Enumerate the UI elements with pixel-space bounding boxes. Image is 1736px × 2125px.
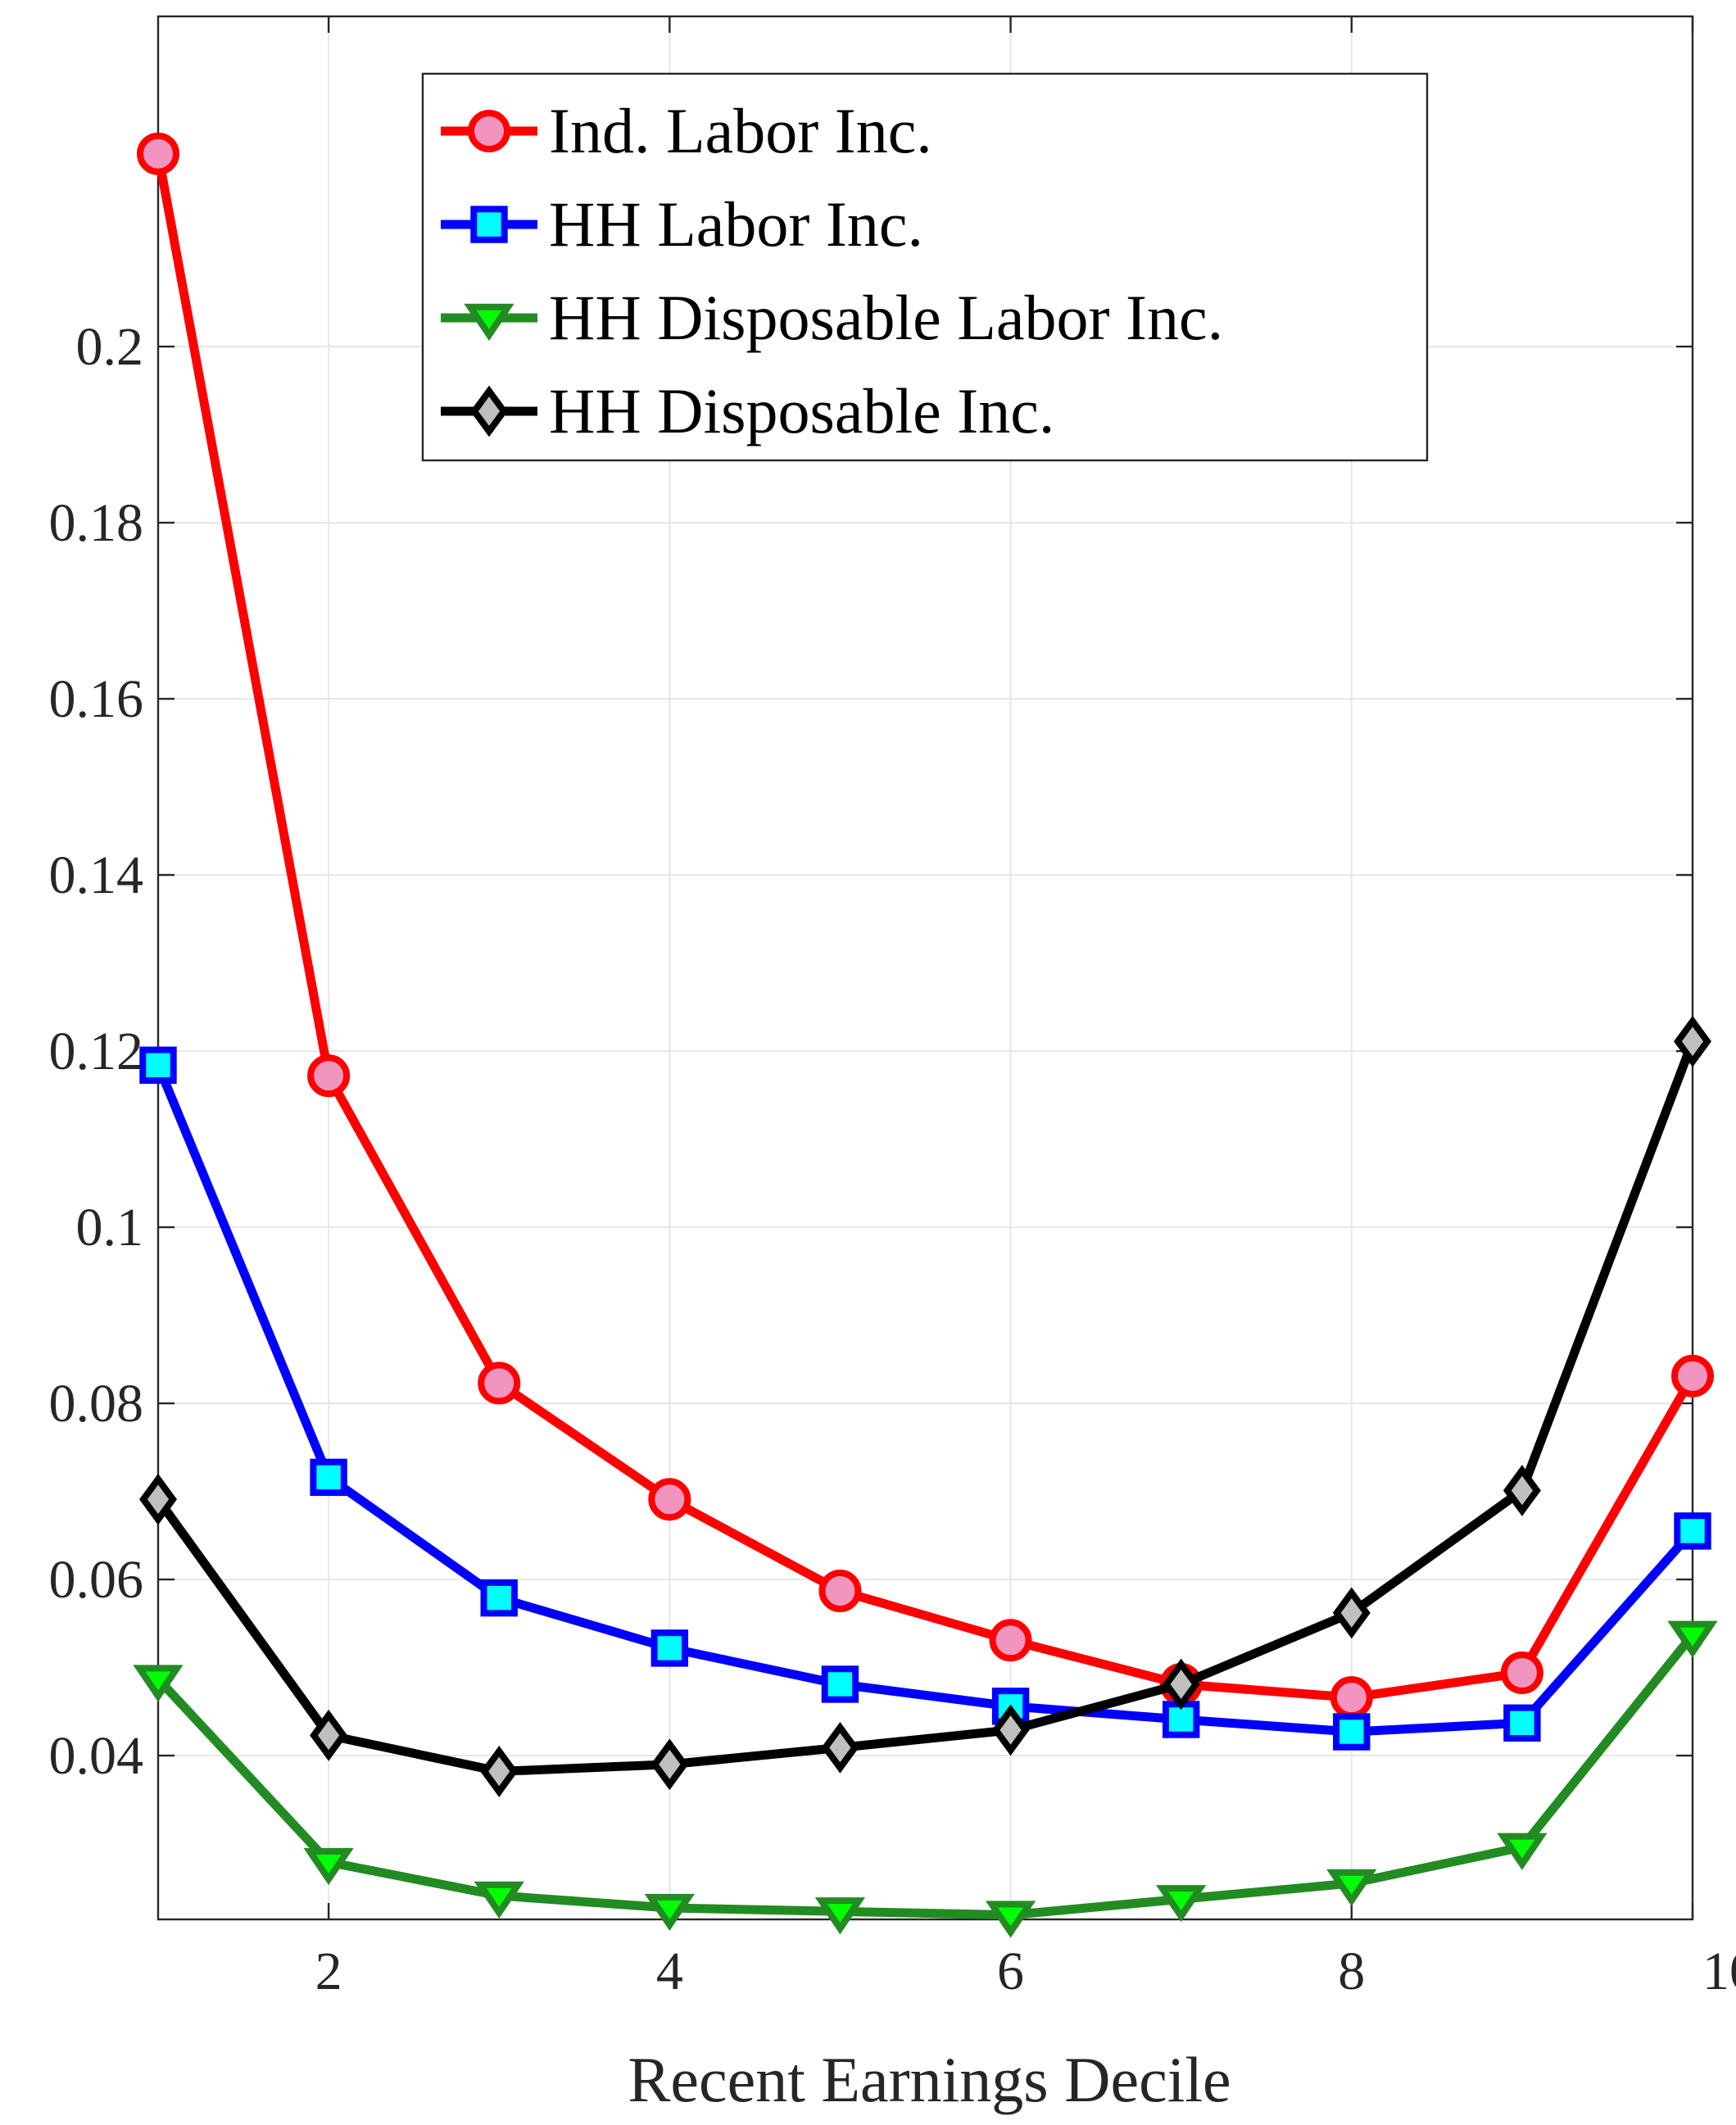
legend-marker xyxy=(468,110,510,152)
data-point xyxy=(307,1054,351,1098)
data-point xyxy=(644,1893,695,1932)
data-point xyxy=(133,1665,184,1702)
x-tick-label: 4 xyxy=(656,1941,683,2001)
y-tick-label: 0.14 xyxy=(49,845,144,905)
data-point xyxy=(1503,1465,1541,1516)
y-tick-label: 0.06 xyxy=(49,1550,144,1610)
x-tick-label: 10 xyxy=(1702,1941,1736,2001)
y-tick-label: 0.04 xyxy=(49,1726,144,1786)
data-point xyxy=(814,1897,866,1935)
data-point xyxy=(139,1046,177,1084)
series-layer xyxy=(133,132,1718,1938)
y-tick-label: 0.16 xyxy=(49,669,144,729)
data-point xyxy=(1156,1885,1207,1923)
data-point xyxy=(1333,1713,1371,1751)
axis-ticks: 2 4 6 8 10 0.04 0.06 0.08 0.1 0.12 0.14 0.16 0.18 0.2 xyxy=(49,16,1736,2001)
data-point xyxy=(650,1738,689,1791)
legend: Ind. Labor Inc. HH Labor Inc. HH Disposabl… xyxy=(421,72,1429,462)
data-point xyxy=(650,1629,689,1667)
data-point xyxy=(1326,1869,1377,1906)
series-hh-disposable-inc xyxy=(139,1015,1711,1797)
data-point xyxy=(478,1362,521,1405)
data-point xyxy=(1667,1620,1718,1658)
y-tick-label: 0.2 xyxy=(76,317,144,377)
x-tick-label: 6 xyxy=(997,1941,1024,2001)
y-tick-label: 0.18 xyxy=(49,493,144,553)
legend-box xyxy=(421,72,1429,462)
data-point xyxy=(480,1745,519,1797)
legend-entry-hh-disposable-inc: HH Disposable Inc. xyxy=(441,375,1054,446)
data-point xyxy=(1332,1587,1371,1639)
y-tick-label: 0.08 xyxy=(49,1374,144,1434)
data-point xyxy=(821,1665,859,1703)
data-point xyxy=(989,1619,1032,1662)
legend-entry-ind-labor-inc: Ind. Labor Inc. xyxy=(441,95,932,166)
series-hh-labor-inc xyxy=(139,1046,1711,1751)
series-line xyxy=(153,1060,1697,1737)
legend-label: Ind. Labor Inc. xyxy=(549,95,932,166)
y-tick-label: 0.1 xyxy=(76,1198,144,1257)
data-point xyxy=(821,1721,859,1774)
data-point xyxy=(310,1709,348,1761)
x-axis-label: Recent Earnings Decile xyxy=(628,2044,1231,2115)
data-point xyxy=(818,1570,862,1613)
x-tick-label: 8 xyxy=(1338,1941,1365,2001)
x-tick-label: 2 xyxy=(315,1941,342,2001)
data-point xyxy=(1500,1652,1543,1695)
data-point xyxy=(1674,1015,1711,1067)
data-point xyxy=(474,1881,524,1919)
data-point xyxy=(985,1901,1036,1938)
data-point xyxy=(1674,1512,1711,1550)
legend-label: HH Disposable Labor Inc. xyxy=(549,282,1223,353)
legend-marker xyxy=(464,303,514,342)
data-point xyxy=(991,1704,1030,1756)
y-tick-label: 0.12 xyxy=(49,1022,144,1081)
legend-entry-hh-labor-inc: HH Labor Inc. xyxy=(441,188,923,260)
data-point xyxy=(139,1473,177,1525)
series-line xyxy=(153,1630,1697,1920)
data-point xyxy=(1497,1833,1548,1870)
data-point xyxy=(303,1847,354,1886)
axes-frame xyxy=(156,15,1694,1921)
series-ind-labor-inc xyxy=(137,132,1714,1719)
legend-label: HH Labor Inc. xyxy=(549,188,923,260)
data-point xyxy=(1162,1658,1200,1710)
legend-marker xyxy=(470,385,508,437)
data-point xyxy=(1671,1354,1714,1398)
data-point xyxy=(310,1458,347,1497)
data-point xyxy=(137,132,179,175)
legend-marker xyxy=(470,206,508,243)
data-point xyxy=(1503,1704,1541,1742)
legend-entry-hh-disposable-labor-inc: HH Disposable Labor Inc. xyxy=(441,282,1223,353)
data-point xyxy=(1330,1676,1373,1719)
legend-label: HH Disposable Inc. xyxy=(549,375,1054,446)
data-point xyxy=(648,1478,691,1521)
series-line xyxy=(153,1036,1697,1776)
series-hh-disposable-labor-inc xyxy=(133,1620,1718,1938)
series-line xyxy=(153,149,1697,1702)
data-point xyxy=(480,1579,518,1617)
